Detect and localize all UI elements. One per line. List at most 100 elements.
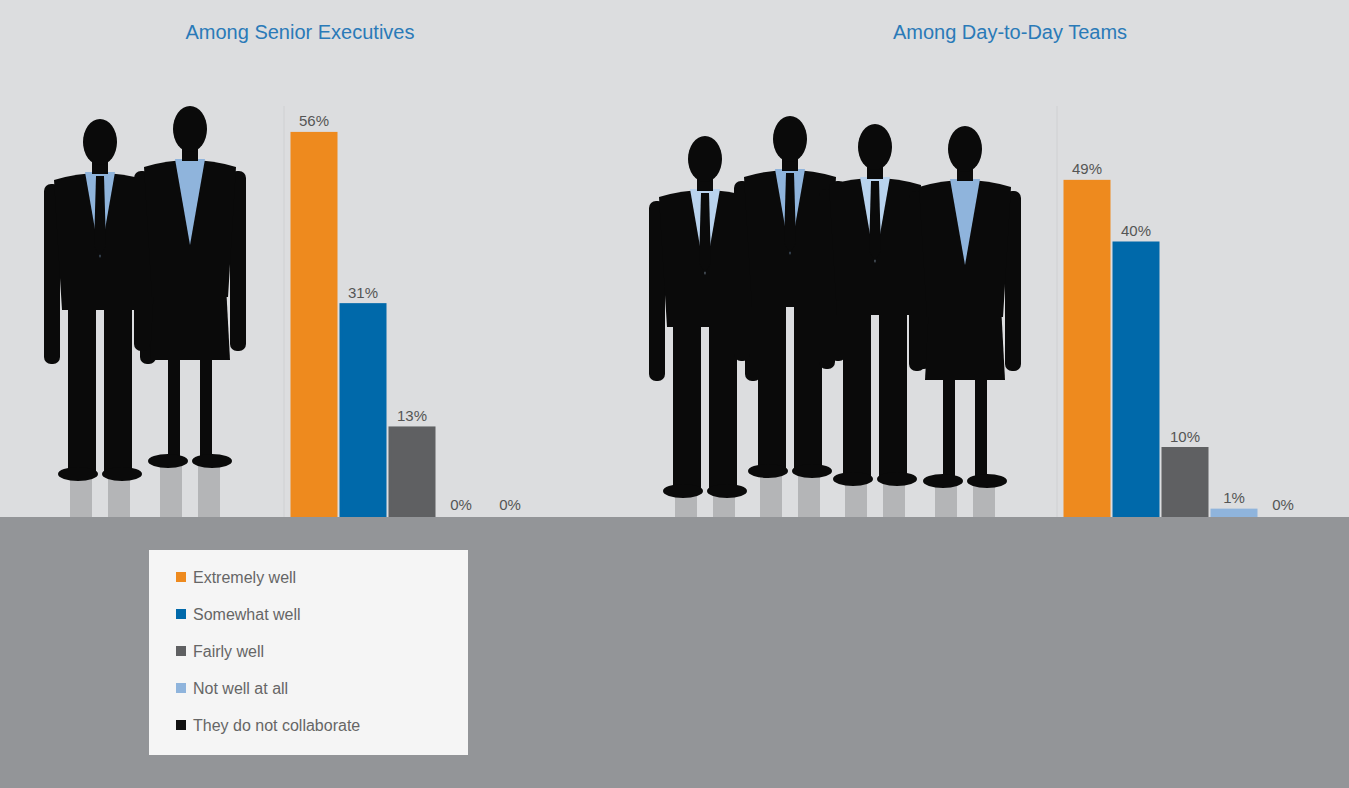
bar [390,428,434,517]
data-label: 10% [1170,428,1200,445]
foot [877,472,917,486]
bar [1114,243,1158,517]
leg [709,315,737,490]
leg [879,303,907,478]
leg [975,375,987,480]
value-axis [1057,106,1058,517]
data-label: 0% [450,496,472,513]
reflection [935,485,957,517]
foot [707,484,747,498]
tie [869,181,881,261]
foot [833,472,873,486]
data-label: 13% [397,407,427,424]
head [948,126,982,172]
data-label: 56% [299,112,329,129]
foot [923,474,963,488]
data-label: 49% [1072,160,1102,177]
legend-swatch [176,720,186,730]
bars [292,133,1256,517]
foot [192,454,232,468]
foot [748,464,788,478]
bar [292,133,336,517]
leg [104,298,132,473]
shirt [775,169,805,255]
legend-label: Somewhat well [193,606,301,623]
leg [673,315,701,490]
reflection [760,475,782,517]
leg [794,295,822,470]
reflection [845,483,867,517]
legend-box [149,550,468,755]
reflection [70,478,92,517]
shirt [860,177,890,263]
foot [102,467,142,481]
leg [68,298,96,473]
bar [1212,510,1256,517]
data-label: 0% [1272,496,1294,513]
shirt [690,189,720,275]
bar [341,305,385,517]
legend-swatch [176,683,186,693]
torso [919,180,1011,317]
torso [144,160,236,297]
head [858,124,892,170]
leg [843,303,871,478]
data-labels: 56% 49% 31% 40% 13% 10% 0% 1% 0% 0% [299,112,1294,513]
legend-swatch [176,572,186,582]
legend-label: Fairly well [193,643,264,660]
data-label: 31% [348,284,378,301]
leg [168,355,180,460]
reflection [198,465,220,517]
panel-title: Among Senior Executives [185,21,414,43]
silhouette [649,136,761,517]
tie [699,193,711,273]
head [773,116,807,162]
legend-label: They do not collaborate [193,717,360,734]
shirt [85,172,115,258]
reflection [798,475,820,517]
leg [943,375,955,480]
legend-label: Not well at all [193,680,288,697]
head [173,106,207,152]
foot [792,464,832,478]
bar [1065,181,1109,517]
legend-label: Extremely well [193,569,296,586]
floor-background [0,517,1349,788]
silhouette [134,106,246,517]
silhouette [909,126,1021,517]
data-label: 0% [499,496,521,513]
legend: Extremely well Somewhat well Fairly well No… [149,550,468,755]
foot [58,467,98,481]
torso [829,178,921,315]
reflection [108,478,130,517]
tie [784,173,796,253]
panel-title: Among Day-to-Day Teams [893,21,1127,43]
reflection [713,495,735,517]
silhouette [44,119,156,517]
foot [967,474,1007,488]
leg [758,295,786,470]
bar [488,516,532,518]
data-label: 1% [1223,489,1245,506]
foot [148,454,188,468]
value-axis [284,106,285,517]
bar [1261,516,1305,518]
silhouette [819,124,931,517]
shirt [950,179,980,265]
bar [439,516,483,518]
reflection [675,495,697,517]
silhouette [734,116,846,517]
foot [663,484,703,498]
bar [1163,449,1207,518]
tie [94,176,106,256]
torso [54,173,146,310]
reflection [160,465,182,517]
reflection [973,485,995,517]
shirt [175,159,205,245]
legend-swatch [176,646,186,656]
reflection [883,483,905,517]
data-label: 40% [1121,222,1151,239]
head [83,119,117,165]
chart: Among Senior Executives Among Day-to-Day … [0,0,1349,788]
upper-background [0,0,1349,517]
